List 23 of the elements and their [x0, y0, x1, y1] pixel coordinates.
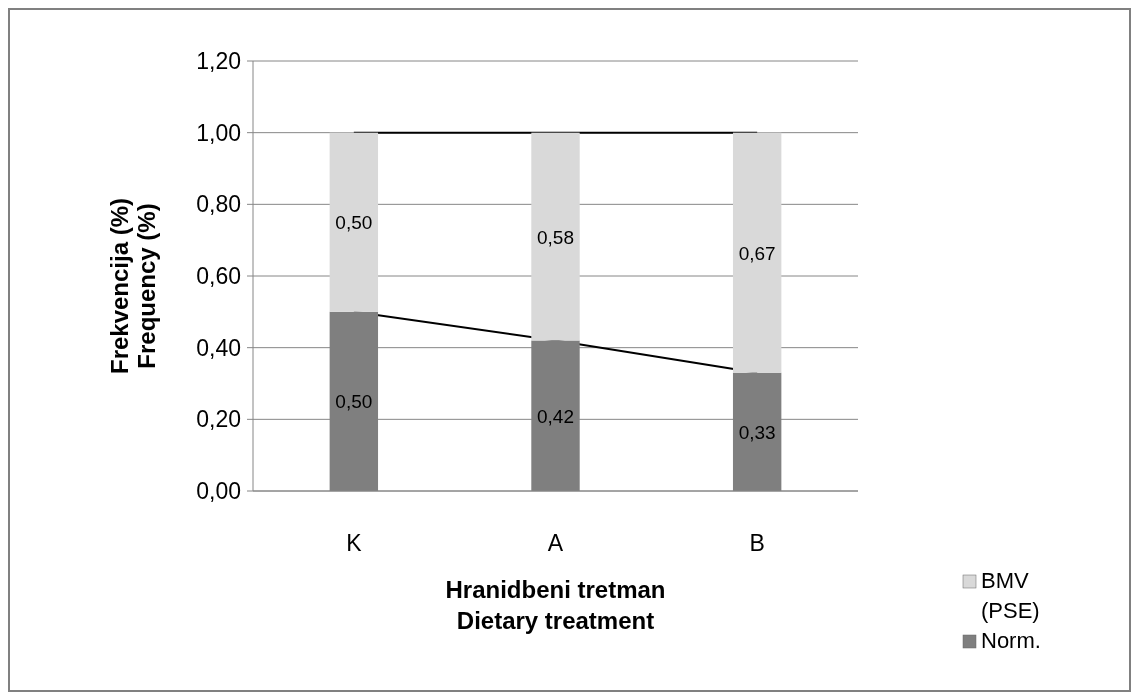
- y-tick-label: 0,60: [196, 263, 241, 289]
- x-tick-label: K: [346, 530, 363, 556]
- y-tick-label: 0,00: [196, 478, 241, 504]
- bar: [329, 132, 379, 312]
- legend-label: Norm.: [981, 628, 1041, 653]
- data-label: 0,50: [335, 391, 373, 413]
- y-tick-label: 1,20: [196, 48, 241, 74]
- x-tick-label: A: [547, 530, 564, 556]
- data-label: 0,67: [738, 242, 776, 264]
- y-tick-label: 0,80: [196, 191, 241, 218]
- legend-label: BMV (PSE): [981, 568, 1040, 623]
- bar: [531, 132, 580, 341]
- y-tick-label: 0,40: [196, 334, 241, 361]
- y-axis-title: Frekvencija (%) Frequency (%): [106, 197, 160, 375]
- y-tick-label: 1,00: [196, 119, 241, 146]
- data-label: 0,58: [537, 226, 574, 248]
- x-tick-label: B: [749, 530, 765, 556]
- x-axis-title: Hranidbeni tretman Dietary treatment: [445, 576, 666, 634]
- data-label: 0,50: [335, 212, 373, 234]
- y-tick-label: 0,20: [196, 406, 241, 433]
- data-label: 0,42: [537, 405, 574, 427]
- bar: [732, 132, 782, 373]
- data-label: 0,33: [738, 421, 776, 443]
